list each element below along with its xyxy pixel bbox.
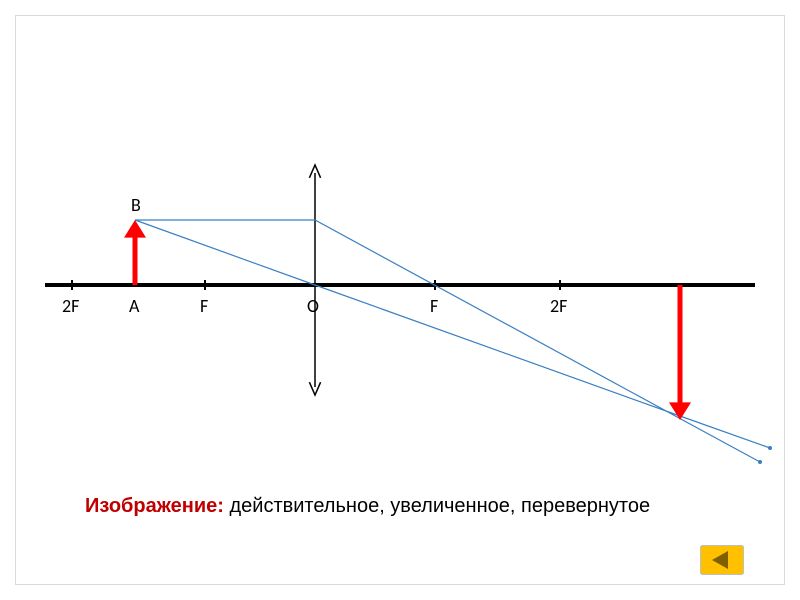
prev-slide-button[interactable] — [700, 545, 744, 575]
caption-text: действительное, увеличенное, перевернуто… — [224, 495, 650, 517]
object-label-B: B — [131, 194, 141, 216]
light-ray-1 — [135, 220, 760, 462]
ray-endpoint — [758, 460, 762, 464]
image-caption: Изображение: действительное, увеличенное… — [85, 495, 650, 518]
image-arrow-head-icon — [669, 402, 691, 420]
light-ray-2 — [135, 220, 770, 448]
axis-label-2F_left: 2F — [62, 295, 79, 317]
axis-label-F_left: F — [200, 295, 208, 317]
caption-prefix: Изображение: — [85, 495, 224, 517]
axis-label-F_right: F — [430, 295, 438, 317]
axis-label-2F_right: 2F — [550, 295, 567, 317]
axis-label-A: A — [129, 295, 139, 317]
axis-label-O: O — [307, 295, 319, 317]
ray-endpoint — [768, 446, 772, 450]
